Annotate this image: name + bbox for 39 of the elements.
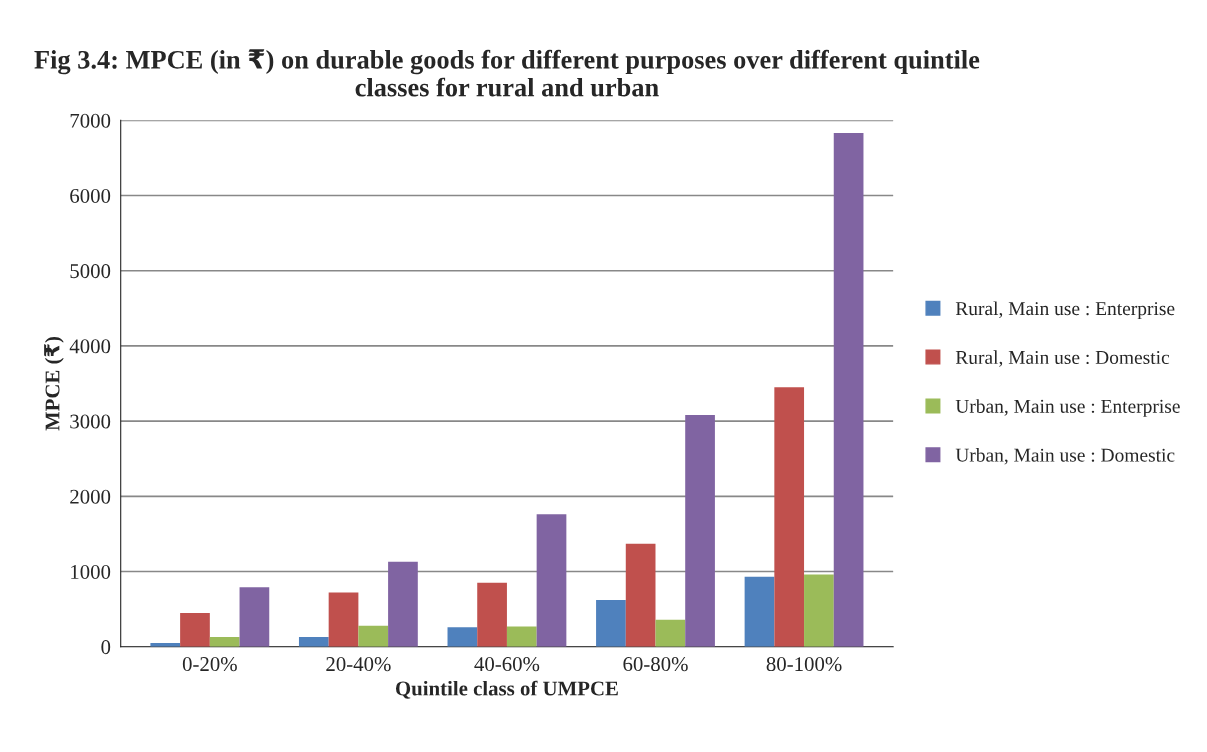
y-tick-label: 4000 [69,339,111,354]
y-tick-label: 6000 [70,188,111,203]
x-tick-label: 80-100% [766,657,842,672]
chart-title: Fig 3.4: MPCE (in ₹) on durable goods for different purposes over different quintile classes for rural and urban [34,49,980,97]
y-tick-label: 7000 [70,113,111,128]
y-tick-label: 0 [101,640,111,655]
bar [388,561,418,647]
bar [804,574,834,647]
bar [239,587,270,647]
bar [655,619,686,647]
x-tick-label: 60-80% [623,657,688,672]
bar [180,612,210,647]
bar [209,636,240,647]
bar [625,543,656,647]
bar [447,627,478,647]
y-tick-label: 2000 [70,489,111,504]
y-tick-label: 3000 [70,414,111,429]
x-axis-title: Quintile class of UMPCE [395,680,618,699]
legend-label: Urban, Main use : Domestic [955,448,1175,465]
bar [833,133,864,647]
bar [506,626,537,647]
x-tick-label: 20-40% [326,657,391,672]
bar [328,592,359,647]
bar [744,576,775,647]
bar [685,415,715,647]
legend-label: Rural, Main use : Enterprise [955,301,1175,320]
bar [774,387,805,647]
legend-label: Urban, Main use : Enterprise [955,399,1180,417]
bar [358,625,389,647]
x-tick-label: 0-20% [182,657,237,672]
y-axis-title: MPCE (₹) [44,336,64,431]
x-tick-label: 40-60% [474,657,540,672]
bar [536,514,567,647]
bar [596,600,626,647]
y-tick-label: 5000 [70,264,111,279]
legend-label: Rural, Main use : Domestic [955,350,1170,367]
bar [298,636,329,647]
bar [477,582,507,647]
y-tick-label: 1000 [71,564,111,579]
